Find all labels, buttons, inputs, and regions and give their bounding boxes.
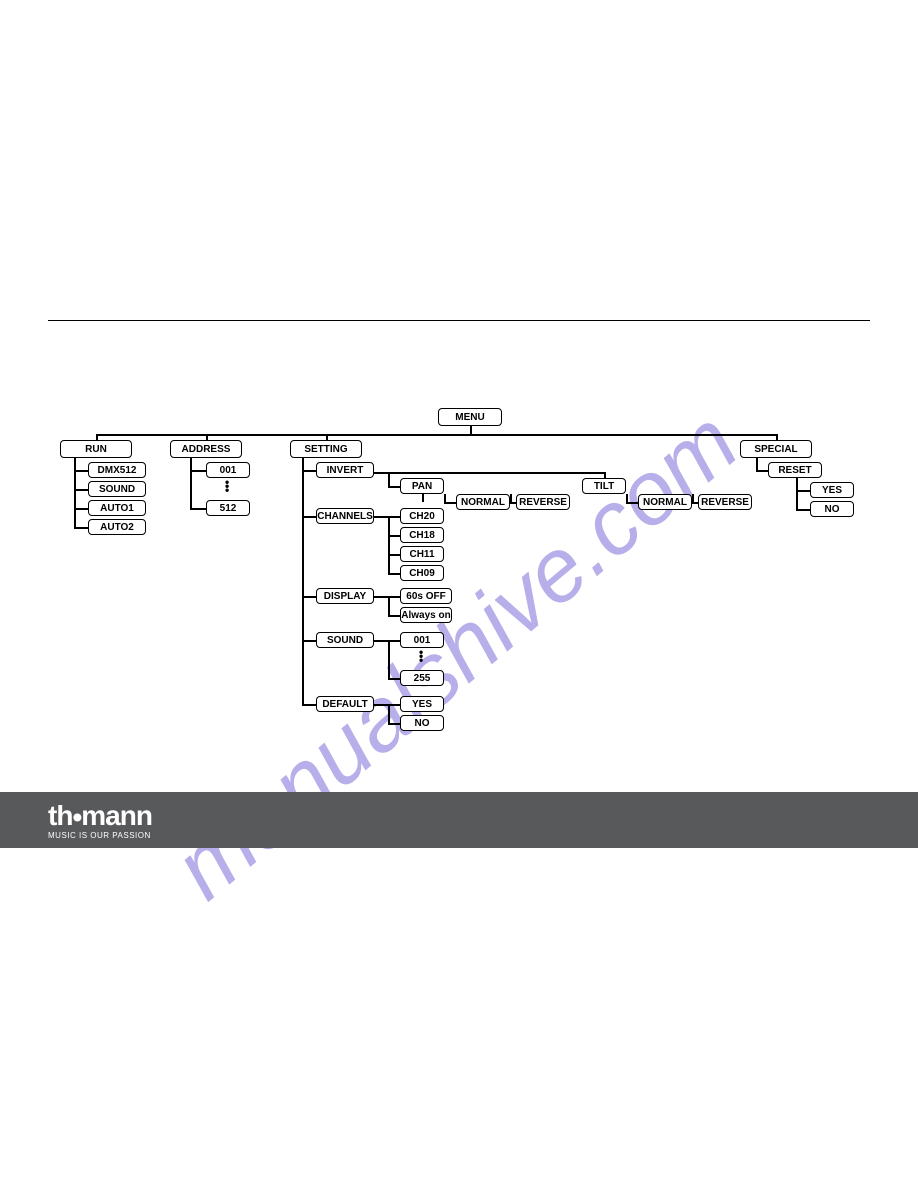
horizontal-rule [48,320,870,321]
node-def_no: NO [400,715,444,731]
node-d60off: 60s OFF [400,588,452,604]
brand-suffix: mann [81,800,152,831]
edge-h [302,640,316,642]
node-r_no: NO [810,501,854,517]
edge-v [302,458,304,706]
ellipsis-vertical-icon: ••• [419,650,423,662]
edge-h [388,615,400,617]
edge-v [388,704,390,724]
node-def_yes: YES [400,696,444,712]
edge-h [74,527,88,529]
node-address: ADDRESS [170,440,242,458]
edge-h [388,535,400,537]
edge-h [388,554,400,556]
brand-tagline: MUSIC IS OUR PASSION [48,831,152,840]
node-auto1: AUTO1 [88,500,146,516]
edge-h [388,678,400,680]
node-sound_s: SOUND [316,632,374,648]
edge-h [388,573,400,575]
edge-h [374,640,388,642]
edge-h [302,704,316,706]
edge-h [374,704,388,706]
brand-dot-icon: • [72,801,81,832]
node-default: DEFAULT [316,696,374,712]
edge-h [374,516,388,518]
edge-h [302,516,316,518]
node-tilt_rev: REVERSE [698,494,752,510]
node-addr512: 512 [206,500,250,516]
node-ch11: CH11 [400,546,444,562]
node-setting: SETTING [290,440,362,458]
edge-h [374,472,604,474]
menu-tree-diagram: MENURUNDMX512SOUNDAUTO1AUTO2ADDRESS00151… [0,400,918,760]
edge-h [190,508,206,510]
edge-h [374,596,388,598]
edge-h [756,470,768,472]
edge-h [388,486,400,488]
footer-bar: th•mann MUSIC IS OUR PASSION [0,792,918,848]
node-r_yes: YES [810,482,854,498]
node-reset: RESET [768,462,822,478]
edge-h [388,723,400,725]
edge-h [388,516,400,518]
node-pan_norm: NORMAL [456,494,510,510]
edge-v [190,458,192,510]
node-alwayson: Always on [400,607,452,623]
node-ch09: CH09 [400,565,444,581]
edge-h [74,470,88,472]
edge-h [796,509,810,511]
node-ch20: CH20 [400,508,444,524]
ellipsis-vertical-icon: ••• [225,480,229,492]
edge-h [388,596,400,598]
edge-v [692,494,694,504]
edge-v [470,426,472,434]
edge-v [756,458,758,472]
node-special: SPECIAL [740,440,812,458]
edge-h [74,508,88,510]
brand-wordmark: th•mann [48,800,152,834]
node-auto2: AUTO2 [88,519,146,535]
edge-h [388,704,400,706]
edge-h [388,640,400,642]
node-pan: PAN [400,478,444,494]
edge-v [74,458,76,528]
edge-h [302,596,316,598]
node-dmx512: DMX512 [88,462,146,478]
edge-v [626,494,628,504]
edge-h [796,490,810,492]
node-ch18: CH18 [400,527,444,543]
edge-h [96,434,776,436]
node-run: RUN [60,440,132,458]
node-pan_rev: REVERSE [516,494,570,510]
edge-h [626,502,638,504]
node-display: DISPLAY [316,588,374,604]
brand-prefix: th [48,800,72,831]
edge-v [510,494,512,504]
edge-v [388,472,390,488]
node-menu: MENU [438,408,502,426]
edge-h [190,470,206,472]
node-invert: INVERT [316,462,374,478]
node-tilt_norm: NORMAL [638,494,692,510]
edge-v [444,494,446,504]
edge-v [388,640,390,680]
edge-v [422,494,424,502]
node-s255: 255 [400,670,444,686]
node-channels: CHANNELS [316,508,374,524]
edge-v [796,478,798,510]
brand-logo: th•mann MUSIC IS OUR PASSION [48,800,152,841]
node-tilt: TILT [582,478,626,494]
edge-h [444,502,456,504]
node-sound_r: SOUND [88,481,146,497]
edge-h [302,470,316,472]
edge-v [388,596,390,616]
edge-h [74,489,88,491]
edge-v [388,516,390,574]
